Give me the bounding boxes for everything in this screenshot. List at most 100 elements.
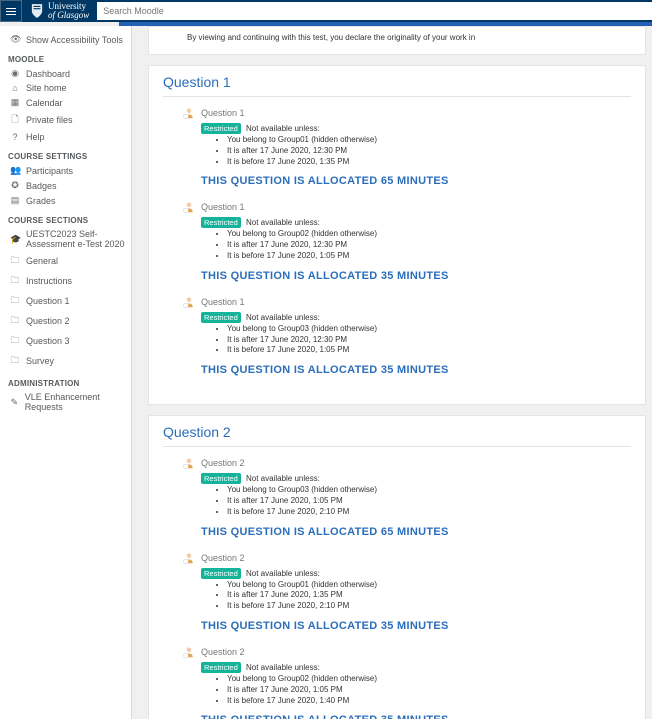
sidebar-item[interactable]: 🗀 Question 3	[0, 331, 131, 351]
sidebar-icon: 🗀	[10, 273, 20, 289]
restriction-item: You belong to Group01 (hidden otherwise)	[227, 580, 631, 591]
restriction-list: You belong to Group02 (hidden otherwise)…	[201, 229, 631, 261]
allocation-text: THIS QUESTION IS ALLOCATED 65 MINUTES	[183, 526, 631, 538]
restriction-item: You belong to Group03 (hidden otherwise)	[227, 324, 631, 335]
sidebar-item[interactable]: 🗀Question 1	[0, 291, 131, 311]
sidebar-item[interactable]: 🎓 UESTC2023 Self-Assessment e-Test 2020	[0, 227, 131, 251]
restriction-list: You belong to Group01 (hidden otherwise)…	[201, 135, 631, 167]
question-link-row[interactable]: Question 2	[183, 552, 631, 564]
sidebar-header-admin: ADMINISTRATION	[0, 371, 131, 390]
sidebar-item[interactable]: 🗀 Question 2	[0, 311, 131, 331]
notice-text: By viewing and continuing with this test…	[159, 33, 635, 42]
sidebar: 👁 Show Accessibility Tools MOODLE ◉Dashb…	[0, 26, 132, 719]
restriction-list: You belong to Group03 (hidden otherwise)…	[201, 485, 631, 517]
sidebar-item[interactable]: 🗀Instructions	[0, 271, 131, 291]
sidebar-accessibility[interactable]: 👁 Show Accessibility Tools	[0, 32, 131, 47]
sidebar-icon: 🗋	[10, 112, 20, 128]
allocation-text: THIS QUESTION IS ALLOCATED 35 MINUTES	[183, 364, 631, 376]
not-available-text: Not available unless:	[244, 474, 320, 483]
allocation-text: THIS QUESTION IS ALLOCATED 35 MINUTES	[183, 714, 631, 719]
sidebar-icon: 👥	[10, 165, 20, 176]
sidebar-item[interactable]: ✪ Badges	[0, 178, 131, 193]
sidebar-item-label: VLE Enhancement Requests	[25, 392, 125, 412]
restriction-item: You belong to Group01 (hidden otherwise)	[227, 135, 631, 146]
sidebar-item-label: Calendar	[26, 98, 63, 108]
not-available-text: Not available unless:	[244, 569, 320, 578]
restricted-badge: Restricted	[201, 662, 241, 673]
assignment-icon	[183, 552, 195, 564]
restriction-list: You belong to Group01 (hidden otherwise)…	[201, 580, 631, 612]
sidebar-header-moodle: MOODLE	[0, 47, 131, 66]
not-available-text: Not available unless:	[244, 218, 320, 227]
assignment-icon	[183, 107, 195, 119]
restricted-badge: Restricted	[201, 217, 241, 228]
restriction-item: It is before 17 June 2020, 1:05 PM	[227, 251, 631, 262]
restriction-item: You belong to Group02 (hidden otherwise)	[227, 674, 631, 685]
restriction-item: It is before 17 June 2020, 1:40 PM	[227, 696, 631, 707]
sidebar-item[interactable]: ▤Grades	[0, 193, 131, 208]
sidebar-icon: 🗀	[10, 313, 20, 329]
assignment-icon	[183, 201, 195, 213]
question-link-row[interactable]: Question 2	[183, 646, 631, 658]
sidebar-icon: ✪	[10, 180, 20, 191]
university-logo[interactable]: University of Glasgow	[22, 2, 97, 20]
sidebar-item-label: Question 3	[26, 336, 70, 346]
sidebar-icon: 🗀	[10, 353, 20, 369]
sidebar-item-label: Participants	[26, 166, 73, 176]
sidebar-icon: 🎓	[10, 234, 20, 245]
sidebar-item[interactable]: 🗀Survey	[0, 351, 131, 371]
question-card: Question 1 Question 1 Restricted Not avail…	[148, 65, 646, 405]
sidebar-icon: ▤	[10, 195, 20, 206]
sidebar-item[interactable]: 🗀General	[0, 251, 131, 271]
university-name: University of Glasgow	[48, 2, 89, 20]
sidebar-item-label: Badges	[26, 181, 57, 191]
restriction-info: Restricted Not available unless:You belo…	[183, 662, 631, 706]
sidebar-icon: 🗀	[10, 333, 20, 349]
question-title: Question 2	[163, 424, 631, 447]
question-link-row[interactable]: Question 2	[183, 457, 631, 469]
sidebar-item[interactable]: ⌂Site home	[0, 81, 131, 95]
sidebar-item-label: Show Accessibility Tools	[26, 35, 123, 45]
sidebar-icon: ✎	[10, 397, 19, 408]
sidebar-header-settings: COURSE SETTINGS	[0, 144, 131, 163]
restriction-info: Restricted Not available unless: You belo…	[183, 217, 631, 261]
restriction-item: It is after 17 June 2020, 12:30 PM	[227, 335, 631, 346]
restriction-item: It is after 17 June 2020, 12:30 PM	[227, 240, 631, 251]
restriction-info: Restricted Not available unless:You belo…	[183, 473, 631, 517]
question-link-label: Question 2	[201, 458, 245, 468]
sidebar-item-label: Site home	[26, 83, 67, 93]
restriction-list: You belong to Group02 (hidden otherwise)…	[201, 674, 631, 706]
sidebar-item[interactable]: ▦Calendar	[0, 95, 131, 110]
question-block: Question 1 Restricted Not available unles…	[163, 296, 631, 376]
sidebar-icon: ?	[10, 132, 20, 142]
assignment-icon	[183, 646, 195, 658]
restriction-item: It is after 17 June 2020, 12:30 PM	[227, 146, 631, 157]
sidebar-icon: ◉	[10, 68, 20, 79]
crest-icon	[30, 3, 44, 19]
question-card: Question 2 Question 2 Restricted Not avail…	[148, 415, 646, 719]
question-link-row[interactable]: Question 1	[183, 201, 631, 213]
restriction-info: Restricted Not available unless:You belo…	[183, 568, 631, 612]
sidebar-item-label: UESTC2023 Self-Assessment e-Test 2020	[26, 229, 125, 249]
sidebar-item[interactable]: 🗋 Private files	[0, 110, 131, 130]
restriction-info: Restricted Not available unless:You belo…	[183, 123, 631, 167]
sidebar-item[interactable]: ?Help	[0, 130, 131, 144]
sidebar-item[interactable]: ✎ VLE Enhancement Requests	[0, 390, 131, 414]
sidebar-item[interactable]: ◉Dashboard	[0, 66, 131, 81]
topbar: University of Glasgow	[0, 0, 652, 22]
question-link-label: Question 1	[201, 108, 245, 118]
sidebar-item[interactable]: 👥 Participants	[0, 163, 131, 178]
question-link-row[interactable]: Question 1	[183, 107, 631, 119]
not-available-text: Not available unless:	[244, 313, 320, 322]
allocation-text: THIS QUESTION IS ALLOCATED 35 MINUTES	[183, 270, 631, 282]
restriction-item: It is after 17 June 2020, 1:05 PM	[227, 496, 631, 507]
sidebar-icon: 🗀	[10, 293, 20, 309]
search-input[interactable]	[97, 2, 652, 20]
restriction-item: You belong to Group02 (hidden otherwise)	[227, 229, 631, 240]
restricted-badge: Restricted	[201, 312, 241, 323]
sidebar-item-label: Private files	[26, 115, 73, 125]
question-link-row[interactable]: Question 1	[183, 296, 631, 308]
menu-toggle-button[interactable]	[0, 0, 22, 22]
sidebar-item-label: Question 2	[26, 316, 70, 326]
question-link-label: Question 2	[201, 553, 245, 563]
